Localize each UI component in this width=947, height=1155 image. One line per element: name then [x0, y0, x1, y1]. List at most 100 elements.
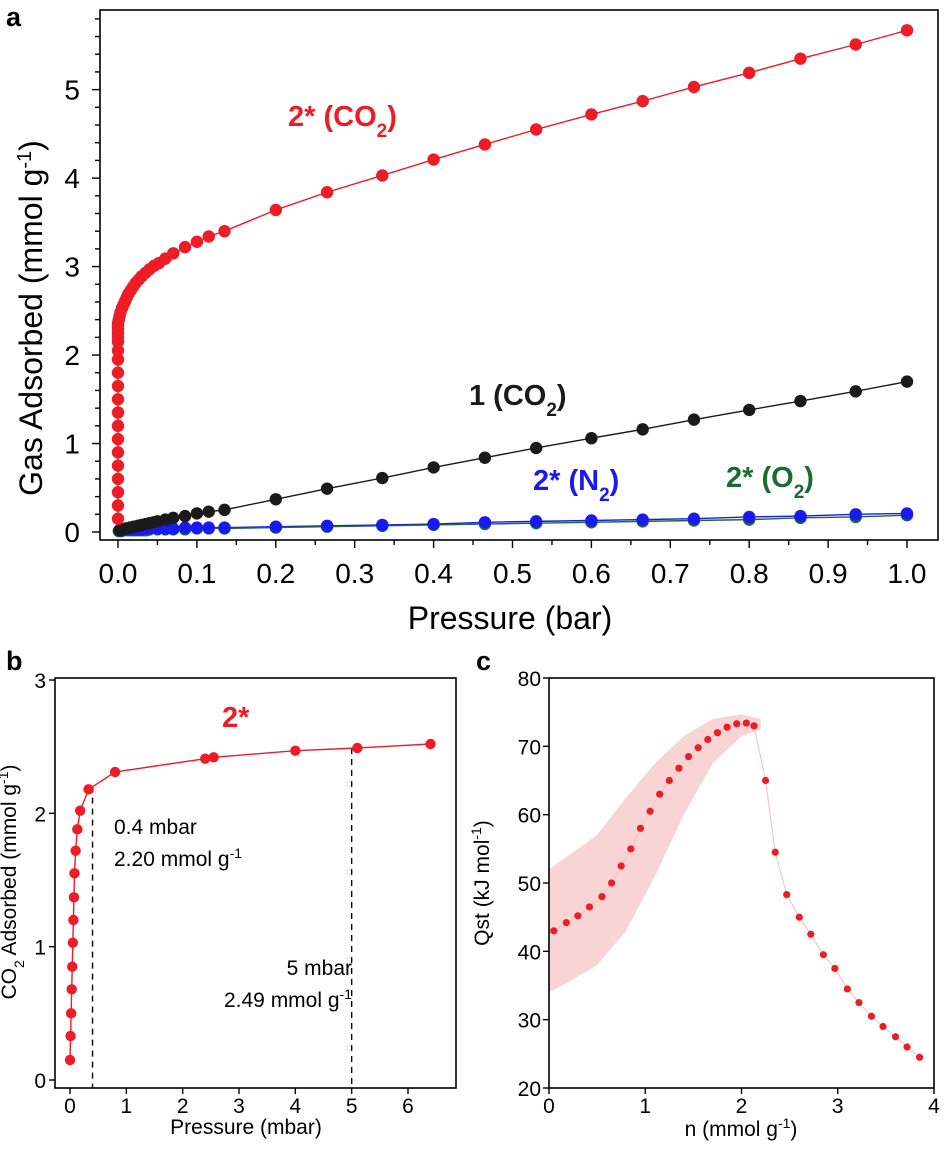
a-point-1-co — [585, 432, 598, 445]
a-point-1-co — [478, 451, 492, 464]
b-point — [70, 845, 81, 856]
c-point — [771, 848, 779, 856]
b-point — [290, 745, 301, 756]
c-point — [723, 723, 731, 731]
b-point — [352, 742, 363, 754]
b-point — [68, 892, 80, 903]
a-point-2-co — [111, 406, 125, 419]
c-point — [903, 1043, 911, 1051]
panel-a-plot-frame — [99, 9, 939, 541]
a-point-2-co — [202, 230, 215, 243]
a-point-2-n — [427, 517, 440, 531]
a-x-tick-label: 0.6 — [572, 558, 611, 589]
a-point-2-co — [636, 94, 649, 108]
annotation-0-4-mbar: 0.4 mbar — [114, 816, 197, 839]
panel-b-chart: 0 1 2 3 4 5 6 0 1 2 3 Pressure (mbar) CO2 Adsorbed… — [0, 670, 457, 1139]
a-point-2-n — [900, 507, 914, 520]
a-point-1-co — [178, 509, 192, 523]
b-x-tick-label: 3 — [233, 1095, 245, 1118]
b-y-tick-label: 3 — [34, 670, 46, 693]
b-x-tick-label: 4 — [289, 1095, 301, 1118]
a-point-2-n — [478, 516, 492, 529]
a-point-2-co — [111, 366, 125, 379]
a-point-2-co — [111, 353, 125, 366]
series-label-2star: 2* — [222, 702, 250, 734]
series-label-2star-o2: 2* (O2) — [726, 462, 814, 503]
series-label-2star-co2: 2* (CO2) — [288, 101, 397, 142]
a-point-2-co — [111, 432, 125, 446]
a-x-tick-label: 1.0 — [888, 558, 927, 589]
a-point-1-co — [376, 471, 389, 485]
c-point — [733, 720, 741, 728]
c-point — [879, 1022, 887, 1031]
panel-a-chart: 0.0 0.1 0.2 0.3 0.4 0.5 0.6 0.7 0.8 0.9 1.0012345 … — [13, 9, 939, 636]
a-point-1-co — [167, 511, 180, 525]
a-point-2-n — [190, 521, 204, 534]
a-point-1-co — [202, 505, 215, 518]
panel-c-y-axis-label: Qst (kJ mol-1) — [468, 820, 494, 946]
c-y-tick-label: 40 — [518, 941, 541, 964]
b-point — [69, 868, 80, 879]
b-x-tick-label: 2 — [177, 1095, 189, 1118]
a-point-2-co — [111, 459, 125, 472]
b-y-tick-label: 1 — [34, 937, 46, 960]
c-y-tick-label: 80 — [518, 668, 541, 691]
a-x-tick-label: 0.9 — [809, 558, 848, 589]
panel-b-x-axis-label: Pressure (mbar) — [170, 1116, 322, 1139]
a-x-tick-label: 0.4 — [414, 558, 453, 589]
b-x-tick-label: 1 — [120, 1095, 132, 1118]
c-point — [598, 893, 606, 901]
c-x-tick-label: 2 — [736, 1095, 748, 1118]
c-point — [617, 862, 625, 870]
b-point — [65, 1030, 76, 1042]
c-point — [783, 891, 791, 899]
a-point-1-co — [849, 385, 862, 398]
a-point-2-n — [320, 519, 334, 533]
a-point-1-co — [743, 403, 756, 417]
annotation-2-20-mmol: 2.20 mmol g-1 — [114, 845, 242, 871]
b-point — [64, 1054, 76, 1066]
c-x-tick-label: 3 — [832, 1095, 844, 1118]
a-point-2-n — [202, 521, 215, 534]
b-point — [74, 805, 86, 816]
panel-a-x-axis-label: Pressure (bar) — [408, 600, 613, 636]
b-y-tick-label: 0 — [34, 1070, 46, 1093]
c-point — [675, 764, 683, 772]
c-point — [646, 807, 654, 815]
a-point-2-n — [269, 520, 282, 533]
c-point — [843, 985, 851, 993]
b-y-tick-label: 2 — [34, 803, 46, 826]
a-point-2-co — [427, 153, 440, 166]
a-x-tick-label: 0.0 — [99, 558, 138, 589]
b-point — [67, 961, 78, 972]
a-point-2-co — [585, 108, 598, 121]
annotation-2-49-mmol: 2.49 mmol g-1 — [224, 986, 352, 1012]
c-point — [694, 744, 702, 752]
b-point — [67, 937, 79, 948]
a-point-2-co — [687, 80, 701, 94]
a-point-1-co — [269, 493, 282, 506]
a-point-2-co — [269, 203, 282, 217]
c-point — [819, 951, 827, 959]
panel-b-plot-frame — [54, 677, 457, 1089]
panel-c-x-axis-label: n (mmol g-1) — [685, 1115, 798, 1141]
c-point — [867, 1012, 876, 1020]
a-point-1-co — [529, 441, 543, 455]
b-point — [72, 824, 83, 835]
b-point — [68, 914, 79, 926]
c-y-tick-label: 60 — [518, 805, 541, 828]
series-label-2star-n2: 2* (N2) — [533, 465, 619, 506]
c-point — [627, 845, 635, 853]
a-point-2-n — [687, 512, 701, 525]
a-point-2-n — [743, 510, 756, 524]
a-point-2-co — [111, 472, 125, 486]
a-point-1-co — [190, 507, 204, 520]
annotation-5-mbar: 5 mbar — [287, 957, 352, 980]
a-point-1-co — [900, 375, 914, 388]
b-point — [425, 738, 436, 750]
a-point-2-n — [636, 513, 649, 526]
a-point-2-co — [111, 379, 125, 393]
a-point-2-co — [849, 38, 862, 51]
a-y-tick-label: 2 — [64, 340, 80, 371]
